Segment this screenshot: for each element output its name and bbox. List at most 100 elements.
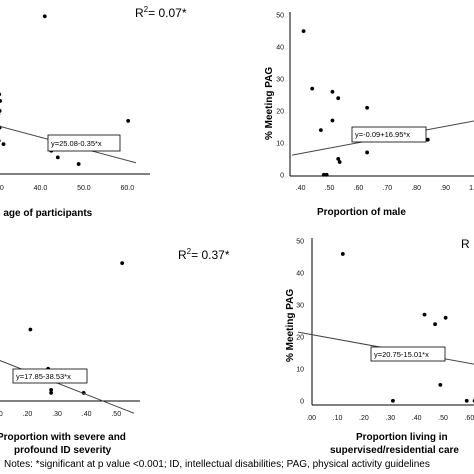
x-tick-label: .30	[385, 415, 395, 422]
data-points	[340, 252, 474, 403]
data-point-5	[324, 172, 329, 177]
x-tick-label: .10	[0, 411, 3, 418]
data-point-6	[330, 89, 335, 94]
y-tick-label: 30	[276, 77, 284, 84]
x-tick-label: .80	[411, 185, 421, 192]
r-squared-label: R	[461, 237, 470, 251]
equation-label: y=17.85-38.53*x	[16, 372, 71, 381]
data-point-9	[42, 14, 47, 19]
r-squared-label: R2= 0.07*	[135, 5, 187, 20]
data-point-11	[365, 105, 370, 110]
equation-label: y=20.75-15.01*x	[374, 350, 429, 359]
data-point-5	[443, 315, 448, 320]
data-point-3	[0, 99, 2, 103]
x-tick-labels: 30.0 40.0 50.0 60.0	[0, 185, 134, 192]
y-tick-label: 40	[276, 45, 284, 52]
equation-label: y=25.08-0.35*x	[51, 139, 102, 148]
x-axis-label: Proportion of male	[317, 207, 406, 218]
regression-line	[0, 360, 135, 414]
x-tick-label: .50	[325, 185, 335, 192]
data-point-6	[438, 382, 443, 387]
x-tick-label: .10	[333, 415, 343, 422]
data-point-3	[318, 128, 323, 133]
equation-box	[370, 346, 446, 362]
x-tick-label: .00	[306, 415, 316, 422]
y-tick-label: 0	[280, 172, 284, 179]
y-tick-label: 10	[296, 366, 304, 373]
data-point-1	[28, 327, 33, 332]
figure-notes: Notes: *significant at p value <0.001; I…	[4, 459, 430, 470]
x-tick-label: .20	[359, 415, 369, 422]
x-tick-label: .70	[382, 185, 392, 192]
data-point-12	[76, 162, 81, 166]
data-point-1	[301, 29, 306, 34]
x-tick-labels: .00 .10 .20 .30 .40 .50 .60	[306, 415, 474, 422]
y-tick-labels: 0 10 20 30 40 50	[296, 239, 304, 406]
x-tick-label: .20	[23, 411, 33, 418]
panel-mean-age: 30.0 40.0 50.0 60.0 y=25.08-0.35*x R2= 0.07…	[0, 5, 187, 219]
x-tick-labels: .40 .50 .60 .70 .80 .90 1.0	[296, 185, 474, 192]
data-point-4	[49, 388, 54, 392]
equation-label: y=-0.09+16.95*x	[355, 130, 410, 139]
y-tick-labels: 0 10 20 30 40 50	[276, 13, 284, 180]
data-point-11	[55, 155, 60, 160]
y-tick-label: 50	[276, 13, 284, 20]
data-point-2	[0, 92, 2, 97]
data-point-5	[49, 391, 54, 395]
data-point-7	[464, 398, 469, 403]
data-point-10	[337, 160, 342, 164]
y-tick-label: 20	[296, 334, 304, 341]
data-point-13	[126, 118, 131, 123]
data-point-3	[422, 312, 427, 317]
data-point-8	[1, 142, 6, 147]
data-point-8	[336, 96, 341, 101]
x-tick-label: 50.0	[77, 185, 91, 192]
data-point-13	[425, 137, 430, 142]
y-tick-label: 30	[296, 303, 304, 310]
x-tick-label: .40	[412, 415, 422, 422]
panel-proportion-male: 0 10 20 30 40 50 .40 .50 .60 .70 .80 .90 1.0 y=-0.0…	[264, 12, 474, 218]
x-tick-label: .50	[438, 415, 448, 422]
x-tick-labels: .10 .20 .30 .40 .50	[0, 411, 121, 418]
r-squared-label: R2= 0.37*	[178, 247, 230, 262]
data-point-2	[391, 398, 395, 403]
data-points	[301, 29, 430, 177]
data-point-8	[120, 261, 125, 265]
data-point-7	[330, 118, 335, 123]
x-tick-label: .40	[296, 185, 306, 192]
x-tick-label: .60	[354, 185, 364, 192]
x-axis-label-line-1: Proportion living in	[356, 432, 448, 443]
equation-box	[351, 126, 427, 143]
x-tick-label: .60	[464, 415, 474, 422]
panel-residential-care: 0 10 20 30 40 50 .00 .10 .20 .30 .40 .50 .60 y=20.7…	[285, 237, 474, 456]
y-axis-label: % Meeting PAG	[285, 289, 296, 362]
y-axis-label: % Meeting PAG	[264, 67, 275, 140]
panel-id-severity: .10 .20 .30 .40 .50 y=17.85-38.53*x R2= 0.37…	[0, 247, 230, 456]
data-point-4	[433, 322, 437, 327]
x-axis-label-line-2: profound ID severity	[14, 445, 112, 456]
y-tick-label: 40	[296, 271, 304, 278]
data-point-9	[336, 156, 341, 161]
x-tick-label: 30.0	[0, 185, 4, 192]
y-tick-label: 20	[276, 108, 284, 115]
x-tick-label: .50	[111, 411, 121, 418]
x-tick-label: 40.0	[34, 185, 48, 192]
data-point-1	[340, 252, 345, 256]
data-point-2	[310, 86, 315, 91]
y-tick-label: 0	[300, 398, 304, 405]
data-points	[0, 14, 131, 166]
data-point-12	[365, 150, 370, 155]
x-tick-label: 60.0	[121, 185, 135, 192]
x-tick-label: 1.0	[469, 185, 474, 192]
y-tick-label: 50	[296, 239, 304, 246]
data-point-7	[0, 139, 1, 143]
x-axis-label: Mean age of participants	[0, 208, 93, 219]
x-tick-label: .40	[82, 411, 92, 418]
data-point-4	[321, 172, 326, 177]
x-tick-label: .90	[440, 185, 450, 192]
x-axis-label-line-2: supervised/residential care	[330, 445, 459, 456]
equation-box	[12, 368, 88, 384]
equation-box	[47, 134, 121, 152]
y-tick-label: 10	[276, 140, 284, 147]
